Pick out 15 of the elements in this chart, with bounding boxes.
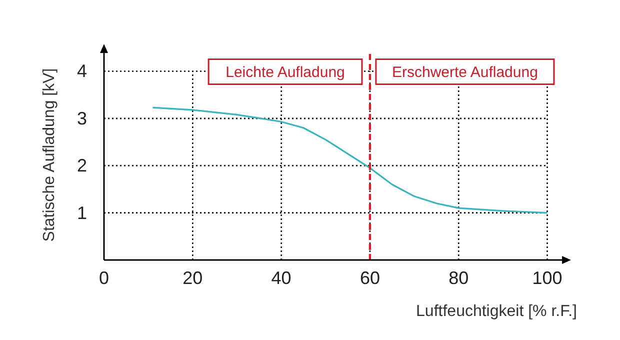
line-series <box>152 106 548 214</box>
x-tick-label: 80 <box>448 268 469 288</box>
x-tick-label: 100 <box>532 268 562 288</box>
x-tick-label: 0 <box>98 268 110 288</box>
y-axis-title: Statische Aufladung [kV] <box>41 68 58 242</box>
annotation: Leichte Aufladung <box>226 64 345 82</box>
x-axis-title: Luftfeuchtigkeit [% r.F.] <box>416 303 577 320</box>
y-tick-label: 4 <box>76 61 88 82</box>
y-tick-label: 3 <box>76 108 88 128</box>
x-tick-label: 40 <box>271 268 292 288</box>
annotation: Erschwerte Aufladung <box>392 64 538 82</box>
y-tick-label: 2 <box>76 156 88 176</box>
x-tick-label: 60 <box>360 268 380 288</box>
y-tick-label: 1 <box>76 202 88 223</box>
x-tick-label: 20 <box>182 268 203 288</box>
